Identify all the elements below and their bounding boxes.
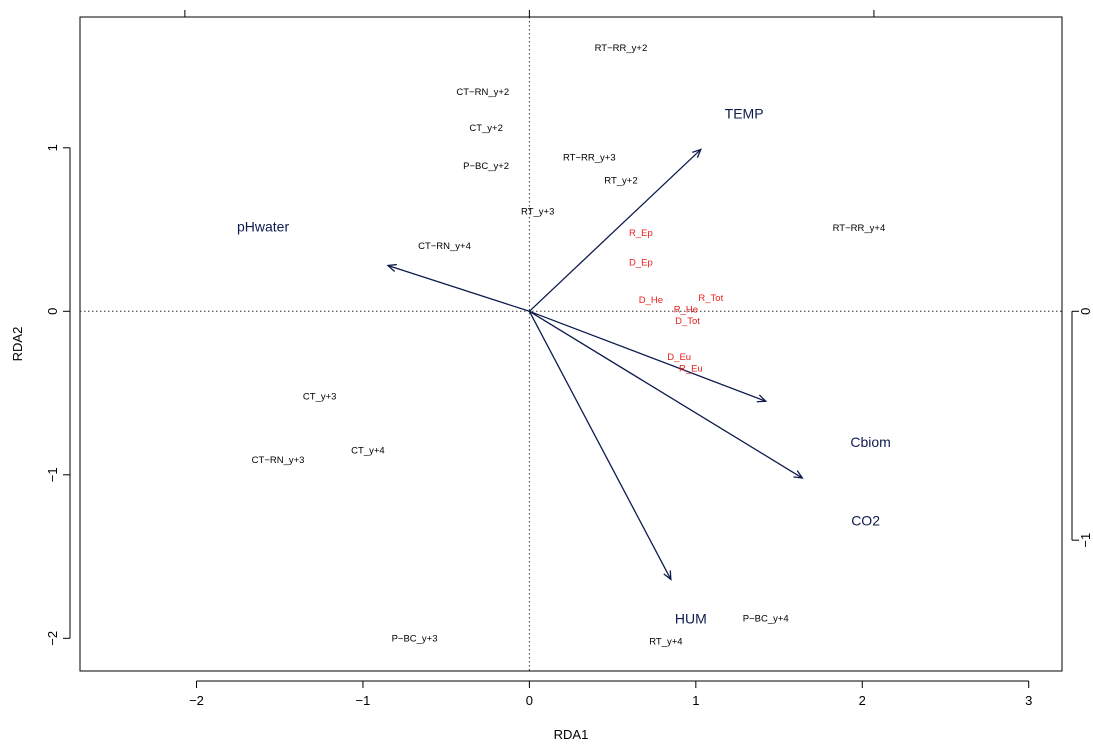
right-tick-label: −1 xyxy=(1078,533,1093,548)
x-axis-title: RDA1 xyxy=(554,727,589,742)
y-tick-label: −2 xyxy=(45,631,60,646)
site-label: CT−RN_y+2 xyxy=(456,87,509,98)
site-label: P−BC_y+4 xyxy=(743,614,789,625)
y-tick-label: 0 xyxy=(45,308,60,315)
species-label: R_Ep xyxy=(629,228,653,239)
site-label: RT−RR_y+3 xyxy=(563,153,616,164)
vector-arrowhead-co2 xyxy=(793,470,804,479)
vector-arrow-phwater xyxy=(387,264,530,312)
vector-arrowhead-cbiom xyxy=(756,394,768,403)
site-scores: RT−RR_y+2 CT−RN_y+2 CT_y+2 P−BC_y+2 RT−RR_y+… xyxy=(252,43,886,648)
species-label: R_Tot xyxy=(698,293,723,304)
y-axis: −2 −1 0 1 xyxy=(45,144,71,646)
y-tick-label: 1 xyxy=(45,144,60,151)
right-tick-label: 0 xyxy=(1078,308,1093,315)
x-tick-label: 3 xyxy=(1025,693,1032,708)
site-label: CT_y+4 xyxy=(351,445,385,456)
species-label: R_He xyxy=(674,305,698,316)
x-tick-label: 2 xyxy=(859,693,866,708)
environment-labels: TEMP pHwater Cbiom CO2 HUM xyxy=(237,105,891,626)
site-label: RT_y+3 xyxy=(521,207,554,218)
env-label-co2: CO2 xyxy=(851,513,880,529)
vector-arrow-co2 xyxy=(529,310,803,479)
vector-arrow-hum xyxy=(528,310,672,580)
vector-arrowhead-temp xyxy=(692,148,702,158)
vector-arrowhead-phwater xyxy=(386,263,397,273)
site-label: CT_y+2 xyxy=(469,123,503,134)
site-label: RT−RR_y+4 xyxy=(833,223,886,234)
zero-reference-lines xyxy=(80,17,1062,671)
site-label: RT_y+4 xyxy=(649,637,682,648)
x-tick-label: −2 xyxy=(189,693,204,708)
environment-vectors xyxy=(386,148,804,581)
plot-box xyxy=(79,16,1063,672)
species-label: D_Ep xyxy=(629,257,653,268)
env-label-hum: HUM xyxy=(675,611,707,627)
y-tick-label: −1 xyxy=(45,467,60,482)
site-label: P−BC_y+3 xyxy=(392,633,438,644)
vector-arrowhead-hum xyxy=(663,570,672,581)
site-label: RT_y+2 xyxy=(604,176,637,187)
right-axis: −1 0 xyxy=(1071,308,1093,548)
site-label: RT−RR_y+2 xyxy=(595,43,648,54)
species-label: R_Eu xyxy=(679,364,703,375)
species-label: D_He xyxy=(639,295,663,306)
x-tick-label: 0 xyxy=(526,693,533,708)
vector-arrow-temp xyxy=(528,148,702,312)
env-label-phwater: pHwater xyxy=(237,218,289,234)
site-label: CT_y+3 xyxy=(303,391,337,402)
x-axis: −2 −1 0 1 2 3 xyxy=(189,680,1032,708)
y-axis-title: RDA2 xyxy=(10,327,25,362)
top-axis xyxy=(184,10,875,18)
site-label: CT−RN_y+4 xyxy=(418,241,471,252)
x-tick-label: −1 xyxy=(356,693,371,708)
site-label: CT−RN_y+3 xyxy=(252,455,305,466)
env-label-cbiom: Cbiom xyxy=(850,434,890,450)
species-label: D_Tot xyxy=(675,316,700,327)
species-label: D_Eu xyxy=(667,352,691,363)
vector-arrow-cbiom xyxy=(529,310,766,402)
site-label: P−BC_y+2 xyxy=(463,161,509,172)
env-label-temp: TEMP xyxy=(725,105,764,121)
x-tick-label: 1 xyxy=(692,693,699,708)
